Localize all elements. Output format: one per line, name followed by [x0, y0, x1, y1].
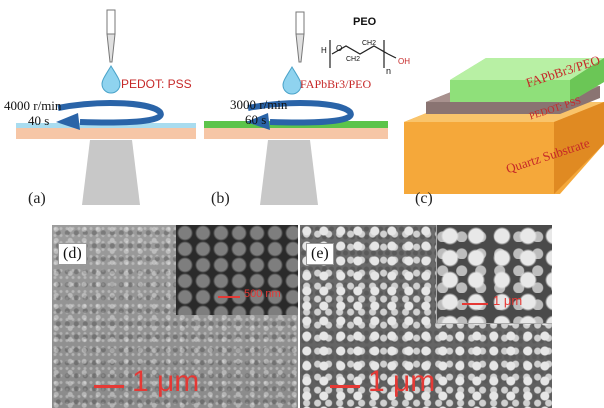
rotation-arrow-icon — [57, 100, 164, 126]
pipette-icon — [295, 11, 305, 63]
panel-b-diagram — [204, 11, 397, 205]
chem-o: O — [336, 44, 343, 53]
panel-label-c: (c) — [415, 190, 433, 207]
panel-label-a: (a) — [28, 190, 46, 207]
inset-scale-bar-e — [462, 303, 488, 305]
inset-scale-label-e: 1 μm — [493, 293, 523, 308]
solution-label-a: PEDOT: PSS — [121, 77, 192, 91]
panel-label-d: (d) — [58, 243, 87, 265]
droplet-icon — [282, 66, 302, 95]
spin-time-b: 60 s — [245, 112, 267, 127]
inset-scale-label-d: 500 nm — [244, 288, 281, 300]
substrate-disc — [204, 127, 388, 139]
rotation-arrow-icon — [247, 100, 354, 126]
substrate-disc — [16, 127, 196, 139]
spin-time-a: 40 s — [28, 113, 50, 128]
peo-structure — [329, 40, 397, 68]
spin-speed-a: 4000 r/min — [4, 98, 62, 113]
chem-h: H — [321, 46, 327, 55]
scale-bar-d — [94, 385, 124, 388]
droplet-icon — [101, 65, 121, 94]
chem-oh: OH — [398, 57, 410, 66]
chem-ch2a: CH2 — [346, 56, 361, 63]
chem-n: n — [386, 66, 392, 76]
panel-c-diagram — [404, 58, 604, 194]
spin-stand — [82, 140, 140, 205]
spin-speed-b: 3000 r/min — [230, 97, 288, 112]
sem-image-d: (d) 500 nm 1 μm — [52, 225, 298, 408]
scale-label-d: 1 μm — [132, 365, 200, 398]
spin-stand — [260, 140, 318, 205]
sem-inset-d — [176, 225, 298, 315]
inset-scale-bar-d — [218, 296, 240, 298]
panel-a-diagram — [16, 9, 196, 205]
panel-label-b: (b) — [211, 190, 230, 207]
solution-label-b: FAPbBr3/PEO — [300, 77, 372, 91]
chem-ch2b: CH2 — [362, 40, 377, 47]
panel-label-e: (e) — [306, 243, 334, 265]
pipette-icon — [106, 9, 116, 63]
scale-label-e: 1 μm — [368, 365, 436, 398]
scale-bar-e — [330, 385, 360, 388]
sem-inset-e — [436, 225, 552, 324]
polymer-name: PEO — [353, 16, 377, 28]
sem-image-e: (e) 1 μm 1 μm — [300, 225, 552, 408]
